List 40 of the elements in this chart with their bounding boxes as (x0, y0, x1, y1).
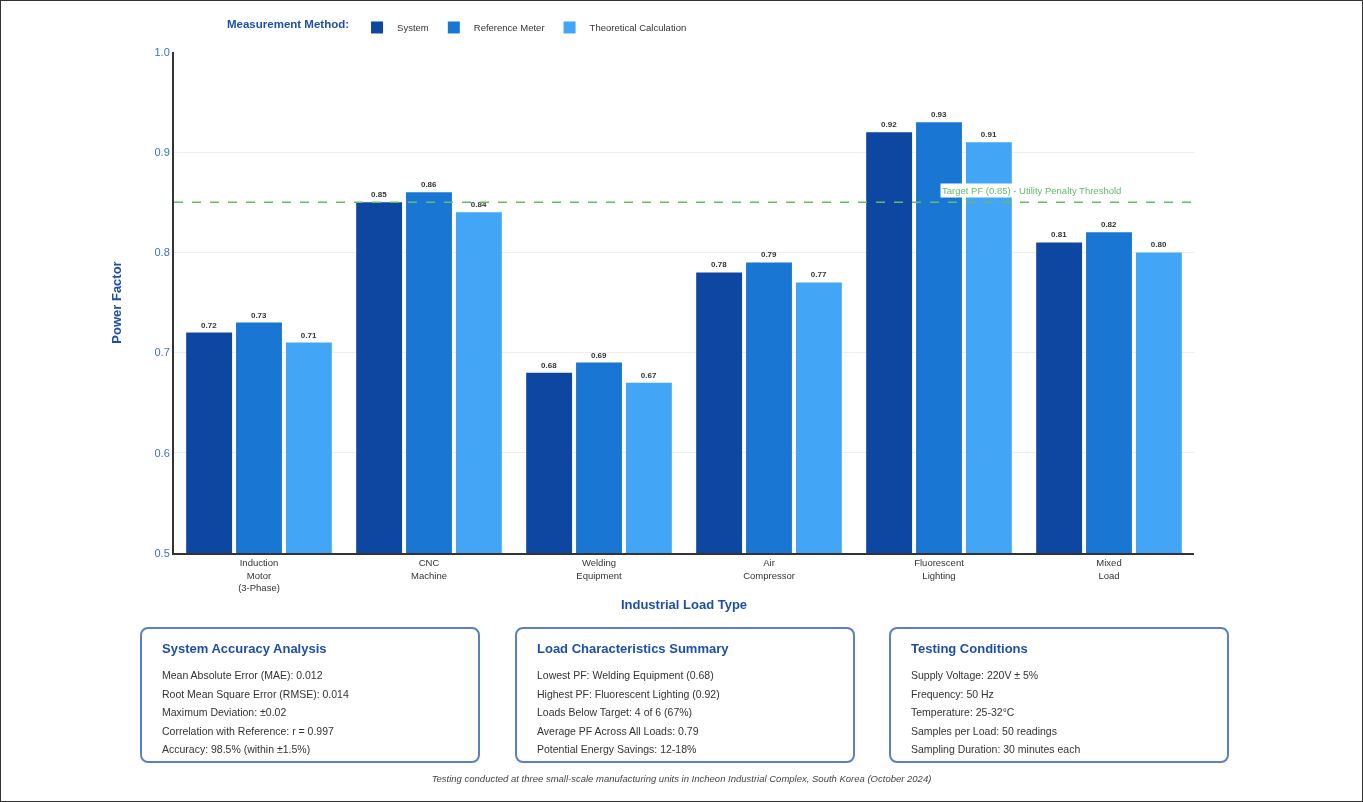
y-tick-label: 0.5 (154, 546, 170, 559)
legend-label: Theoretical Calculation (589, 22, 687, 34)
y-tick-label: 1.0 (154, 45, 170, 58)
y-tick-label: 0.6 (154, 446, 170, 459)
data-label: 0.71 (300, 330, 317, 340)
data-label: 0.72 (201, 320, 218, 330)
legend-title: Measurement Method: (227, 17, 350, 30)
data-label: 0.81 (1051, 230, 1068, 240)
data-label: 0.77 (810, 270, 827, 280)
y-axis-title: Power Factor (108, 261, 124, 344)
x-tick-label: Air Compressor (743, 557, 795, 581)
y-tick-label: 0.8 (154, 246, 170, 259)
legend-label: Reference Meter (473, 22, 545, 34)
x-tick-label: CNC Machine (411, 557, 447, 581)
text: Testing Conditions Supply Voltage: 220V ± 5% Frequency: 50 Hz Temperature: 25-32°C Samples per Load: 50 readings Sampling Duration: 30 minutes each (911, 641, 1082, 757)
y-tick-label: 0.7 (154, 346, 170, 359)
data-label: 0.68 (541, 360, 558, 370)
data-label: 0.78 (711, 260, 728, 270)
x-axis-title: Industrial Load Type (620, 597, 748, 613)
y-tick-label: 0.9 (154, 146, 170, 159)
legend-label: System (397, 22, 429, 34)
data-label: 0.67 (640, 370, 657, 380)
x-tick-label: Mixed Load (1096, 557, 1122, 581)
data-label: 0.82 (1100, 220, 1118, 230)
text: System Accuracy Analysis Mean Absolute Error (MAE): 0.012 Root Mean Square Error (RMSE): 0.014 Maximum Deviation: ±0.02 Correlation with Reference: r = 0.997 Accuracy: 98.5% (within ±1.5%) (162, 641, 350, 757)
data-label: 0.73 (250, 310, 268, 320)
data-label: 0.91 (980, 130, 997, 140)
data-label: 0.80 (1150, 240, 1167, 250)
data-label: 0.86 (420, 180, 438, 190)
data-label: 0.92 (881, 120, 898, 130)
ref-line-label: Target PF (0.85) - Utility Penalty Threshold (942, 185, 1122, 196)
text: Load Characteristics Summary Lowest PF: Welding Equipment (0.68) Highest PF: Fluorescent Lighting (0.92) Loads Below Target: 4 of 6 (67%) Average PF Across All Loads: 0.79 Potential Energy Savings: 12-18% (537, 641, 730, 757)
data-label: 0.69 (590, 350, 608, 360)
data-label: 0.93 (930, 110, 948, 120)
x-tick-label: Induction Motor (3-Phase) (238, 557, 280, 594)
data-label: 0.85 (371, 190, 388, 200)
x-tick-label: Welding Equipment (576, 557, 623, 581)
x-tick-label: Fluorescent Lighting (914, 557, 965, 581)
data-label: 0.79 (760, 250, 778, 260)
text: Testing conducted at three small-scale manufacturing units in Incheon Industrial Complex, South Korea (October 2024) (430, 773, 933, 784)
